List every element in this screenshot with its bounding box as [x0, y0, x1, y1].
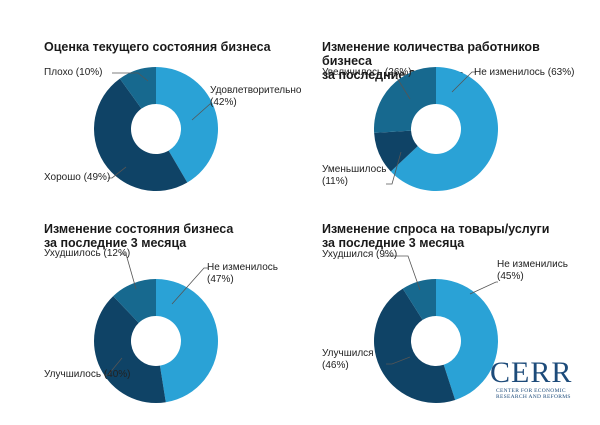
slice-label-worsened: Ухудшилось (12%)	[44, 248, 131, 259]
slice-label-improved: Улучшился (46%)	[322, 348, 374, 371]
slice-label-increased: Увеличилось (26%)	[322, 67, 412, 78]
slice-label-worsened: Ухудшился (9%)	[322, 249, 398, 260]
leader-line-2	[386, 151, 402, 185]
logo-tagline: Center for economic research and reforms	[496, 388, 571, 400]
slice-label-unchanged: Не изменились (45%)	[497, 259, 568, 282]
donut-slice-3	[402, 279, 436, 320]
leader-line-3	[112, 72, 149, 82]
chart-panel-business-assessment: Оценка текущего состояния бизнеса Удовле…	[0, 0, 302, 212]
donut-slice-2	[374, 288, 456, 403]
leader-line-1	[191, 103, 212, 121]
chart-panel-employees-change: Изменение количества работников бизнеса …	[300, 0, 600, 212]
donut-chart	[374, 255, 498, 403]
chart-panel-demand-change: Изменение спроса на товары/услуги за пос…	[300, 212, 600, 424]
leader-line-1	[469, 281, 498, 295]
cerr-logo: CERR Center for economic research and re…	[490, 358, 586, 408]
donut-slice-3	[374, 67, 436, 133]
donut-chart	[94, 67, 218, 191]
chart-title: Изменение состояния бизнеса за последние…	[44, 222, 234, 250]
leader-line-1	[451, 71, 476, 93]
slice-label-unchanged: Не изменилось (63%)	[474, 67, 575, 78]
donut-slice-1	[156, 279, 218, 403]
slice-label-satisfactory: Удовлетворительно (42%)	[210, 85, 302, 108]
leader-line-3	[120, 253, 137, 290]
slice-label-improved: Улучшилось (40%)	[44, 369, 131, 380]
slice-label-unchanged: Не изменилось (47%)	[207, 262, 278, 285]
chart-title: Изменение спроса на товары/услуги за пос…	[322, 222, 550, 250]
donut-slice-3	[113, 279, 156, 323]
donut-chart	[94, 253, 218, 403]
leader-line-1	[171, 267, 208, 305]
chart-title: Оценка текущего состояния бизнеса	[44, 40, 271, 54]
donut-slice-3	[119, 67, 156, 109]
logo-wordmark: CERR	[490, 356, 573, 389]
donut-slice-1	[390, 67, 498, 191]
donut-chart	[374, 67, 498, 191]
leader-line-3	[384, 255, 421, 291]
leader-line-3	[390, 72, 411, 100]
donut-slice-2	[374, 130, 418, 172]
leader-line-2	[386, 356, 411, 365]
leader-line-2	[108, 166, 127, 179]
donut-slice-1	[156, 67, 218, 183]
chart-panel-business-state-change: Изменение состояния бизнеса за последние…	[0, 212, 300, 424]
donut-slice-2	[94, 296, 166, 403]
slice-label-bad: Плохо (10%)	[44, 67, 103, 78]
donut-slice-2	[94, 78, 188, 191]
slice-label-decreased: Уменьшилось (11%)	[322, 164, 387, 187]
donut-slice-1	[436, 279, 498, 400]
leader-line-2	[104, 357, 123, 376]
slice-label-good: Хорошо (49%)	[44, 172, 111, 183]
